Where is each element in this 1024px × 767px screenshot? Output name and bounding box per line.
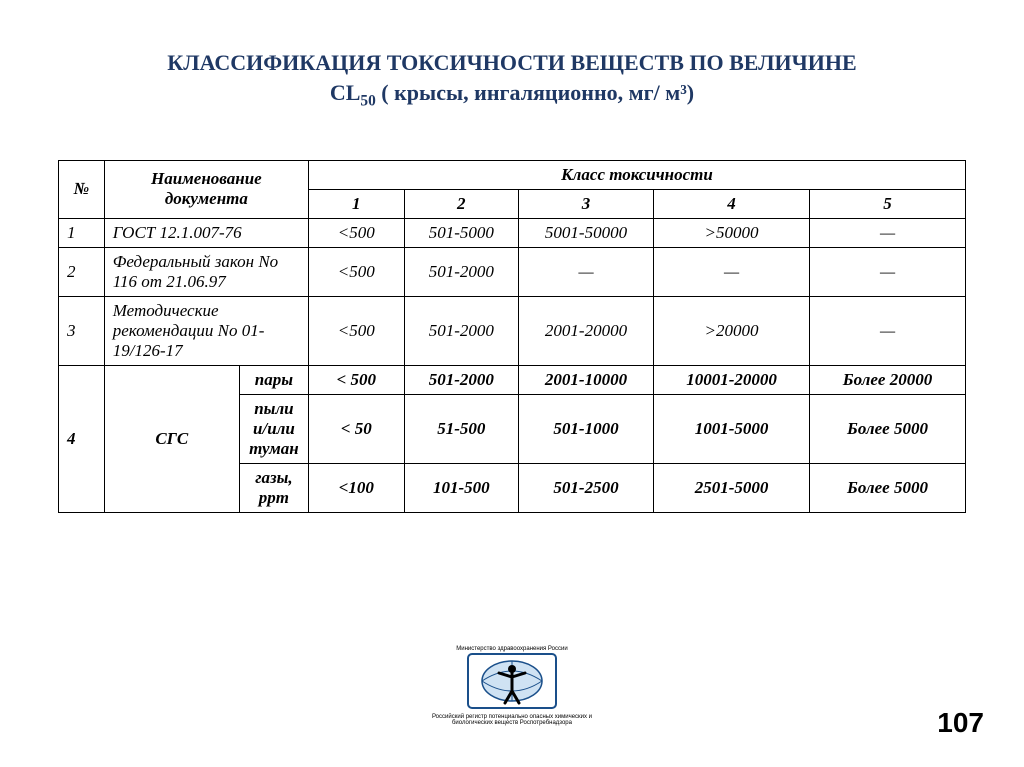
cell: < 500 [308, 365, 404, 394]
cell: — [810, 247, 966, 296]
footer-logo: Министерство здравоохранения России Росс… [427, 646, 597, 727]
toxicity-table: № Наименование документа Класс токсичнос… [58, 160, 966, 513]
table-row: 3 Методические рекомендации No 01-19/126… [59, 296, 966, 365]
page-title: КЛАССИФИКАЦИЯ ТОКСИЧНОСТИ ВЕЩЕСТВ ПО ВЕЛ… [0, 0, 1024, 112]
cell-n: 3 [59, 296, 105, 365]
header-col-2: 2 [404, 189, 518, 218]
cell-doc: Методические рекомендации No 01-19/126-1… [104, 296, 308, 365]
table-row: 2 Федеральный закон No 116 от 21.06.97 <… [59, 247, 966, 296]
cell: <500 [308, 296, 404, 365]
cell: 501-1000 [518, 394, 653, 463]
header-col-4: 4 [654, 189, 810, 218]
header-col-1: 1 [308, 189, 404, 218]
cell-n: 1 [59, 218, 105, 247]
cell: >50000 [654, 218, 810, 247]
cell: 101-500 [404, 463, 518, 512]
cell: 501-2000 [404, 296, 518, 365]
cell: 501-2000 [404, 247, 518, 296]
table-row: 1 ГОСТ 12.1.007-76 <500 501-5000 5001-50… [59, 218, 966, 247]
cell: 2001-10000 [518, 365, 653, 394]
page-number: 107 [937, 707, 984, 739]
table-header-row-1: № Наименование документа Класс токсичнос… [59, 160, 966, 189]
header-class: Класс токсичности [308, 160, 965, 189]
cell-sublabel: газы, ppm [239, 463, 308, 512]
cell: >20000 [654, 296, 810, 365]
cell: 10001-20000 [654, 365, 810, 394]
cell: Более 5000 [810, 394, 966, 463]
cell: Более 5000 [810, 463, 966, 512]
cell: 501-2500 [518, 463, 653, 512]
cell: 51-500 [404, 394, 518, 463]
logo-bottom-text: Российский регистр потенциально опасных … [427, 714, 597, 727]
cell: Более 20000 [810, 365, 966, 394]
cell-doc: СГС [104, 365, 239, 512]
logo-top-text: Министерство здравоохранения России [427, 646, 597, 653]
cell-doc: Федеральный закон No 116 от 21.06.97 [104, 247, 308, 296]
cell-sublabel: пыли и/или туман [239, 394, 308, 463]
header-doc: Наименование документа [104, 160, 308, 218]
cell-n: 4 [59, 365, 105, 512]
globe-figure-icon [467, 653, 557, 709]
cell: <500 [308, 218, 404, 247]
cell: 2001-20000 [518, 296, 653, 365]
cell: <500 [308, 247, 404, 296]
cell: — [654, 247, 810, 296]
cell: 2501-5000 [654, 463, 810, 512]
table-row: 4 СГС пары < 500 501-2000 2001-10000 100… [59, 365, 966, 394]
cell: — [810, 296, 966, 365]
cell-doc: ГОСТ 12.1.007-76 [104, 218, 308, 247]
header-col-5: 5 [810, 189, 966, 218]
cell: — [810, 218, 966, 247]
toxicity-table-container: № Наименование документа Класс токсичнос… [58, 160, 966, 513]
cell: < 50 [308, 394, 404, 463]
cell: — [518, 247, 653, 296]
cell: 1001-5000 [654, 394, 810, 463]
cell: 5001-50000 [518, 218, 653, 247]
cell-sublabel: пары [239, 365, 308, 394]
cell: 501-2000 [404, 365, 518, 394]
title-line2: CL50 ( крысы, ингаляционно, мг/ м³) [0, 78, 1024, 112]
cell-n: 2 [59, 247, 105, 296]
header-num: № [59, 160, 105, 218]
cell: <100 [308, 463, 404, 512]
cell: 501-5000 [404, 218, 518, 247]
title-line1: КЛАССИФИКАЦИЯ ТОКСИЧНОСТИ ВЕЩЕСТВ ПО ВЕЛ… [0, 48, 1024, 78]
header-col-3: 3 [518, 189, 653, 218]
